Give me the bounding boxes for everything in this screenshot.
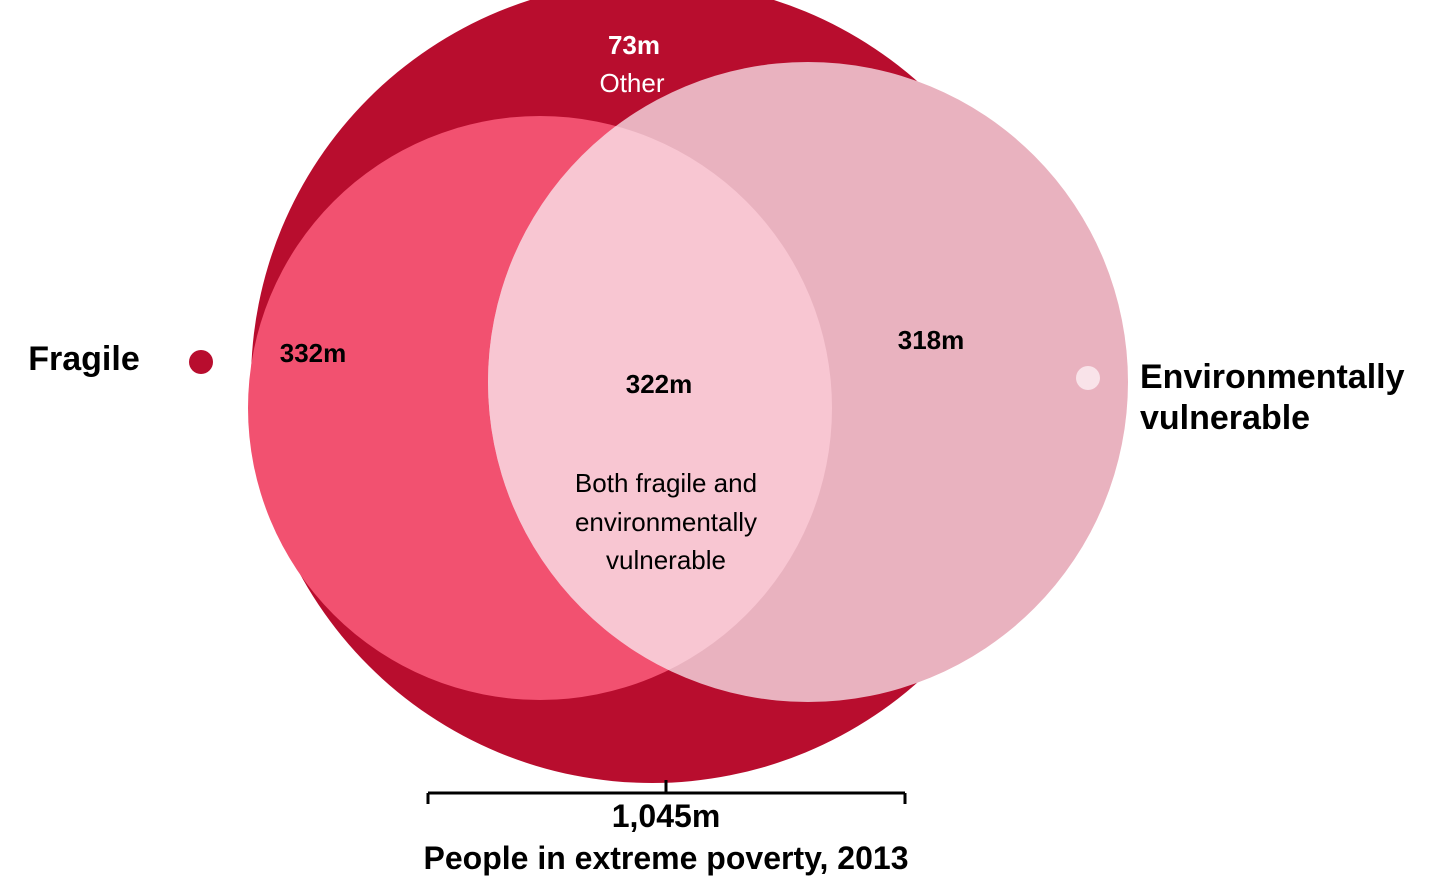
intersection-region xyxy=(488,116,832,700)
both-label-line-2: environmentally xyxy=(575,507,757,537)
diagram-caption: People in extreme poverty, 2013 xyxy=(424,840,909,876)
total-bracket xyxy=(426,780,907,804)
both-value: 322m xyxy=(626,369,693,399)
other-value: 73m xyxy=(608,30,660,60)
environmental-only-value: 318m xyxy=(898,325,965,355)
fragile-only-value: 332m xyxy=(280,338,347,368)
both-label-line-1: Both fragile and xyxy=(575,468,757,498)
legend-environmental-marker xyxy=(1076,366,1100,390)
other-label: Other xyxy=(599,68,664,98)
legend-environmental-label-line-1: Environmentally xyxy=(1140,358,1405,396)
both-label-line-3: vulnerable xyxy=(606,545,726,575)
legend-fragile-label: Fragile xyxy=(28,340,139,378)
legend-fragile-marker xyxy=(189,350,213,374)
total-value: 1,045m xyxy=(612,798,721,834)
legend-environmental-label-line-2: vulnerable xyxy=(1140,399,1310,437)
